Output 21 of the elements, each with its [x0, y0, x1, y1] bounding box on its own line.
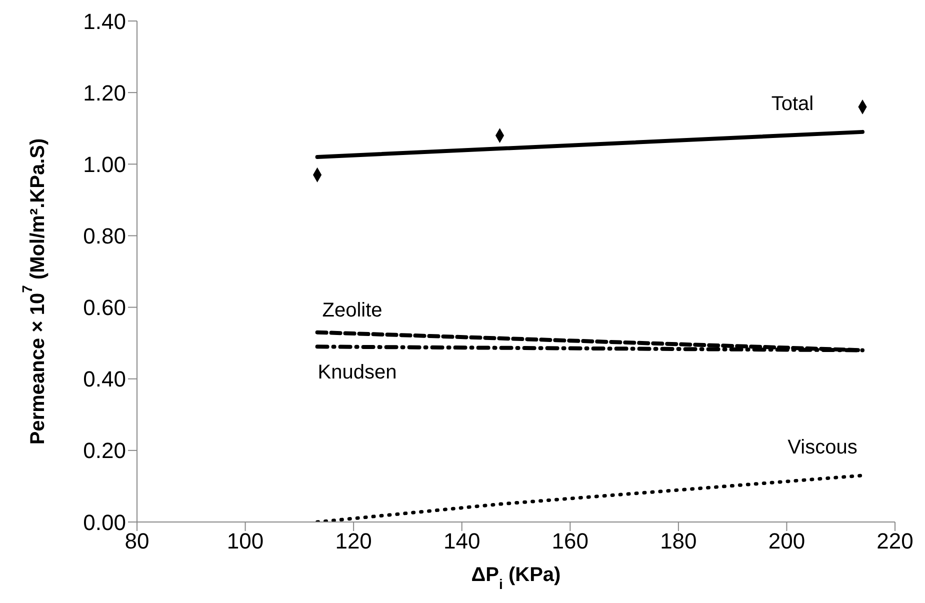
x-tick-label: 160 — [552, 528, 588, 554]
y-tick-label: 0.00 — [83, 510, 126, 535]
x-tick-label: 180 — [660, 528, 697, 554]
x-axis-title: ΔP$_{i}$ (KPa) — [471, 564, 561, 592]
series-label: Knudsen — [318, 362, 397, 384]
y-tick-label: 0.80 — [83, 224, 126, 249]
y-tick-label: 0.40 — [83, 366, 126, 392]
x-tick-label: 200 — [768, 528, 806, 554]
x-tick-label: 100 — [226, 528, 264, 554]
x-tick-label: 140 — [444, 528, 480, 554]
y-tick-label: 0.20 — [83, 438, 126, 464]
x-tick-label: 220 — [876, 528, 914, 554]
series-label: Viscous — [788, 436, 858, 458]
x-tick-label: 120 — [335, 528, 372, 554]
y-tick-label: 1.40 — [83, 8, 126, 34]
y-tick-label: 1.20 — [83, 80, 126, 106]
x-tick-label: 80 — [124, 528, 150, 554]
y-tick-label: 1.00 — [83, 152, 126, 177]
series-label: Total — [771, 92, 814, 115]
series-label: Zeolite — [322, 299, 382, 322]
y-tick-label: 0.60 — [83, 295, 126, 320]
